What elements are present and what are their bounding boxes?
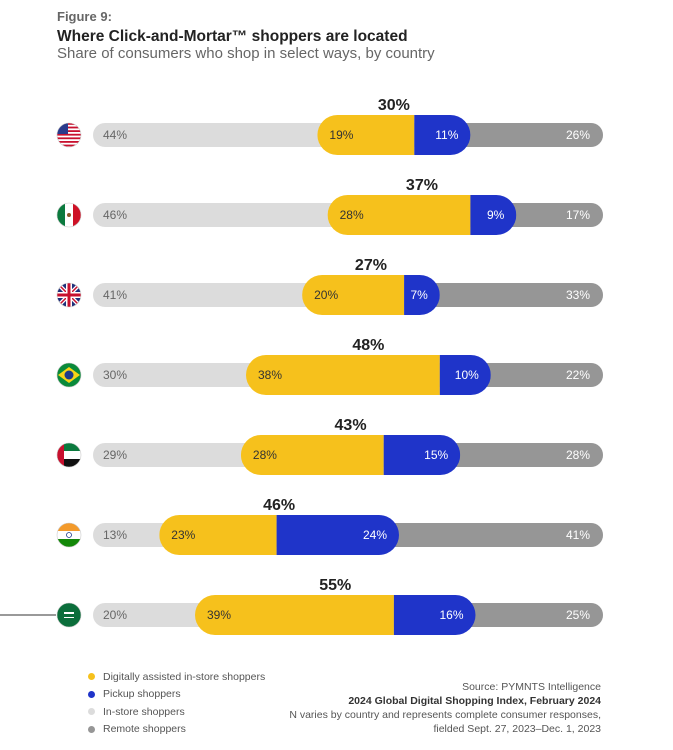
bar-remote — [379, 523, 603, 547]
label-pickup: 7% — [410, 288, 428, 302]
legend-item: Pickup shoppers — [88, 686, 265, 704]
country-row — [56, 435, 603, 475]
country-row — [56, 115, 603, 155]
bar-digitally-assisted — [246, 355, 440, 395]
legend-dot — [88, 673, 95, 681]
bar-digitally-assisted — [195, 595, 394, 635]
legend-item: Digitally assisted in-store shoppers — [88, 668, 265, 686]
source-title: 2024 Global Digital Shopping Index, Febr… — [348, 695, 601, 707]
chart-title: Where Click-and-Mortar™ shoppers are loc… — [57, 28, 408, 45]
legend: Digitally assisted in-store shoppers Pic… — [88, 668, 265, 738]
label-pickup: 9% — [487, 208, 505, 222]
source-line: fielded Sept. 27, 2023–Dec. 1, 2023 — [433, 723, 601, 735]
label-pickup: 24% — [363, 528, 387, 542]
label-total: 55% — [319, 577, 351, 594]
bar-remote — [496, 203, 603, 227]
bar-pickup — [404, 275, 440, 315]
country-row — [56, 195, 603, 235]
label-digitally-assisted: 28% — [340, 208, 364, 222]
legend-dot — [88, 708, 95, 716]
chart: 44% 19% 11% 26% 30% 46% 28% 9% 17% 37% 41% 20% 7% 33%… — [0, 97, 603, 635]
label-digitally-assisted: 20% — [314, 288, 338, 302]
uae-flag-icon — [56, 442, 82, 468]
label-digitally-assisted: 19% — [329, 128, 353, 142]
label-total: 37% — [406, 177, 438, 194]
legend-dot — [88, 725, 95, 733]
label-total: 43% — [335, 417, 367, 434]
label-remote: 28% — [566, 448, 590, 462]
bar-pickup — [276, 515, 399, 555]
label-remote: 22% — [566, 368, 590, 382]
source-line: Source: PYMNTS Intelligence — [462, 681, 601, 693]
label-pickup: 10% — [455, 368, 479, 382]
legend-label: Remote shoppers — [103, 723, 186, 736]
label-in-store: 30% — [103, 368, 127, 382]
label-in-store: 46% — [103, 208, 127, 222]
legend-label: In-store shoppers — [103, 705, 185, 718]
label-digitally-assisted: 23% — [171, 528, 195, 542]
bar-remote — [470, 363, 603, 387]
bar-digitally-assisted — [240, 435, 384, 475]
source-note: Source: PYMNTS Intelligence 2024 Global … — [289, 680, 601, 736]
label-total: 27% — [355, 257, 387, 274]
country-row — [56, 275, 603, 315]
label-total: 30% — [378, 97, 410, 114]
country-row — [56, 355, 603, 395]
bar-pickup — [414, 115, 471, 155]
saudi-arabia-flag-icon — [56, 602, 82, 628]
country-row — [56, 515, 603, 555]
bar-remote — [440, 443, 603, 467]
label-remote: 17% — [566, 208, 590, 222]
bar-pickup — [470, 195, 517, 235]
bar-pickup — [383, 435, 461, 475]
india-flag-icon — [56, 522, 82, 548]
bar-remote — [419, 283, 603, 307]
label-total: 48% — [352, 337, 384, 354]
label-in-store: 29% — [103, 448, 127, 462]
mexico-flag-icon — [56, 202, 82, 228]
bar-pickup — [439, 355, 491, 395]
bar-remote — [455, 603, 603, 627]
label-remote: 25% — [566, 608, 590, 622]
chart-subtitle: Share of consumers who shop in select wa… — [57, 45, 435, 62]
source-line: N varies by country and represents compl… — [289, 709, 601, 721]
bar-digitally-assisted — [327, 195, 471, 235]
legend-label: Digitally assisted in-store shoppers — [103, 670, 266, 683]
label-pickup: 16% — [439, 608, 463, 622]
legend-dot — [88, 690, 95, 698]
legend-label: Pickup shoppers — [103, 688, 181, 701]
brazil-flag-icon — [56, 362, 82, 388]
legend-item: In-store shoppers — [88, 703, 265, 721]
uk-flag-icon — [56, 282, 82, 308]
label-pickup: 15% — [424, 448, 448, 462]
legend-item: Remote shoppers — [88, 721, 265, 739]
label-remote: 41% — [566, 528, 590, 542]
bar-digitally-assisted — [159, 515, 277, 555]
figure-label: Figure 9: — [57, 9, 112, 24]
label-digitally-assisted: 38% — [258, 368, 282, 382]
label-digitally-assisted: 28% — [253, 448, 277, 462]
label-total: 46% — [263, 497, 295, 514]
bar-digitally-assisted — [302, 275, 405, 315]
label-digitally-assisted: 39% — [207, 608, 231, 622]
label-remote: 33% — [566, 288, 590, 302]
label-pickup: 11% — [435, 128, 458, 142]
bar-remote — [450, 123, 603, 147]
country-row — [56, 595, 603, 635]
bar-digitally-assisted — [317, 115, 415, 155]
label-in-store: 13% — [103, 528, 127, 542]
label-in-store: 20% — [103, 608, 127, 622]
label-in-store: 41% — [103, 288, 127, 302]
us-flag-icon — [56, 122, 82, 148]
label-in-store: 44% — [103, 128, 127, 142]
bar-pickup — [393, 595, 476, 635]
label-remote: 26% — [566, 128, 590, 142]
